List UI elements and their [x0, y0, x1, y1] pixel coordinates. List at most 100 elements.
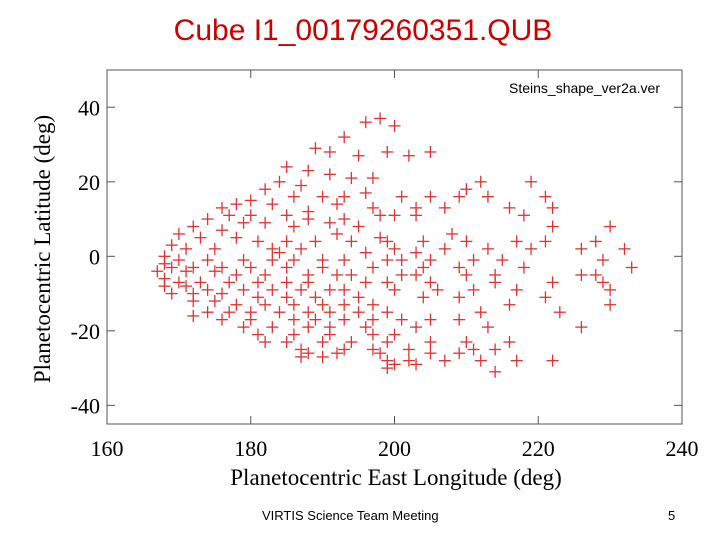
data-point: [366, 172, 379, 185]
data-point: [467, 343, 480, 356]
data-point: [165, 239, 178, 252]
data-point: [575, 242, 588, 255]
data-point: [388, 242, 401, 255]
data-point: [259, 268, 272, 281]
data-point: [323, 306, 336, 319]
data-point: [194, 276, 207, 289]
x-tick-label: 200: [378, 436, 411, 461]
data-point: [331, 227, 343, 240]
data-point: [503, 298, 516, 311]
data-point: [323, 168, 336, 181]
data-point: [280, 261, 293, 274]
data-point: [503, 336, 516, 349]
data-point: [338, 298, 351, 311]
data-point: [216, 313, 228, 326]
data-point: [180, 265, 193, 278]
data-point: [216, 224, 228, 237]
data-point: [453, 261, 466, 274]
data-point: [331, 268, 343, 281]
data-point: [251, 328, 264, 341]
data-point: [251, 291, 264, 304]
data-point: [546, 201, 559, 214]
axes-frame: 160 180 200 220 240 -40 -20 0 20 40: [71, 69, 699, 461]
data-point: [266, 321, 279, 334]
data-point: [309, 235, 322, 248]
data-point: [366, 328, 379, 341]
data-point: [287, 328, 300, 341]
data-point: [604, 220, 617, 233]
data-point: [316, 350, 329, 363]
data-point: [359, 246, 372, 259]
data-point: [410, 209, 423, 222]
data-point: [323, 328, 336, 341]
data-point: [237, 254, 250, 267]
data-point: [489, 276, 502, 289]
data-point: [244, 194, 257, 207]
data-point: [287, 220, 300, 233]
data-point: [287, 190, 300, 203]
data-point: [244, 261, 257, 274]
data-point: [575, 321, 588, 334]
data-point: [201, 213, 214, 226]
data-point: [481, 190, 494, 203]
data-point: [539, 190, 552, 203]
data-point: [352, 306, 365, 319]
data-point: [381, 235, 394, 248]
data-point: [259, 336, 272, 349]
data-point: [618, 242, 631, 255]
data-point: [302, 321, 315, 334]
data-point: [223, 276, 236, 289]
data-point: [596, 276, 609, 289]
y-axis-label: Planetocentric Latitude (deg): [30, 115, 55, 383]
data-point: [230, 298, 243, 311]
data-point: [302, 276, 315, 289]
footer-text: VIRTIS Science Team Meeting: [262, 508, 439, 523]
data-point: [345, 268, 358, 281]
data-point: [359, 116, 372, 129]
data-point: [395, 268, 408, 281]
y-tick-label: -40: [71, 393, 100, 418]
data-point: [223, 209, 236, 222]
data-point: [503, 201, 516, 214]
data-point: [237, 283, 250, 296]
data-point: [187, 220, 200, 233]
data-point: [395, 254, 408, 267]
data-point: [460, 268, 473, 281]
data-point: [596, 254, 609, 267]
data-point: [374, 112, 387, 125]
data-point: [302, 306, 315, 319]
data-point: [589, 268, 602, 281]
data-point: [474, 354, 487, 367]
data-point: [417, 261, 430, 274]
data-point: [323, 216, 336, 229]
data-point: [381, 306, 394, 319]
data-point: [230, 231, 243, 244]
data-point: [201, 306, 214, 319]
data-point: [424, 254, 437, 267]
data-point: [187, 309, 200, 322]
data-point: [402, 354, 415, 367]
data-point: [546, 276, 559, 289]
data-point: [309, 142, 322, 155]
data-point: [374, 209, 387, 222]
data-point: [539, 291, 552, 304]
data-point: [460, 235, 473, 248]
data-point: [510, 235, 523, 248]
data-point: [374, 231, 387, 244]
data-point: [510, 354, 523, 367]
data-point: [366, 343, 379, 356]
data-point: [208, 242, 221, 255]
data-point: [259, 183, 272, 196]
data-point: [388, 209, 401, 222]
data-point: [280, 209, 293, 222]
data-point: [259, 298, 272, 311]
data-point: [510, 283, 523, 296]
data-point: [402, 149, 415, 162]
data-point: [338, 213, 351, 226]
data-point: [302, 347, 315, 360]
data-point: [417, 235, 430, 248]
data-point: [395, 313, 408, 326]
data-point: [273, 246, 286, 259]
data-point: [453, 313, 466, 326]
